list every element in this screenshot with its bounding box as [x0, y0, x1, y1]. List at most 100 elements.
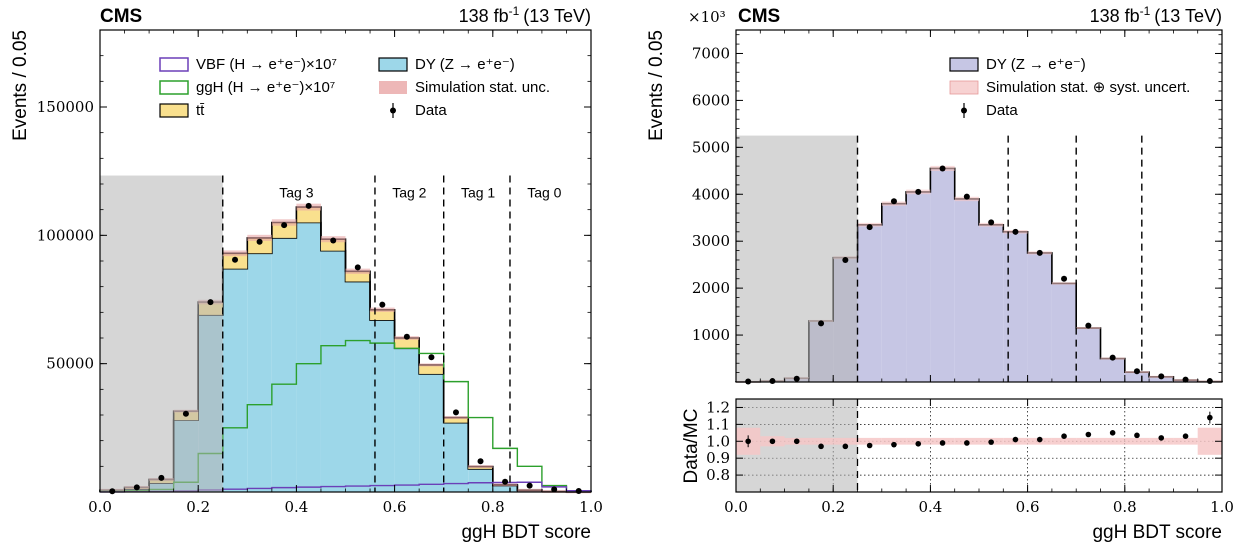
legend-label: Simulation stat. unc. [415, 79, 550, 96]
ratio-y-tick-label: 0.8 [706, 466, 730, 484]
ratio-point [988, 439, 994, 445]
legend-label: VBF (H → e⁺e⁻)×10⁷ [196, 56, 337, 73]
ratio-point [1134, 432, 1140, 439]
data-point [477, 458, 484, 465]
ratio-point [745, 438, 751, 445]
ratio-point [769, 438, 776, 445]
data-point [452, 409, 459, 416]
uncertainty-band [517, 488, 542, 492]
data-point [890, 198, 897, 205]
data-point [354, 264, 361, 271]
ratio-point [1109, 430, 1116, 436]
data-point [232, 256, 239, 263]
stack-bar-0 [930, 168, 955, 382]
y-tick-label: 150000 [37, 98, 94, 116]
stack-bar-0 [468, 468, 493, 492]
ratio-point [891, 441, 897, 448]
ratio-uncertainty-band [1173, 437, 1198, 445]
stack-bar-0 [1076, 328, 1101, 382]
stack-bar-0 [345, 281, 371, 492]
excluded-region [736, 135, 858, 382]
ratio-uncertainty-band [1149, 437, 1174, 445]
x-tick-label: 1.0 [579, 498, 603, 516]
stack-bar-1 [296, 207, 321, 223]
ratio-point [915, 441, 922, 447]
y-tick-label: 7000 [692, 44, 730, 62]
stack-bar-0 [1124, 372, 1150, 382]
uncertainty-band [222, 250, 248, 257]
stack-bar-0 [979, 224, 1004, 382]
legend-band-swatch [379, 81, 407, 94]
stack-bar-1 [394, 338, 420, 349]
stack-bar-0 [271, 237, 297, 492]
y-tick-label: 50000 [46, 355, 94, 373]
data-point [1133, 368, 1140, 375]
uncertainty-band [492, 483, 518, 487]
legend-label: tt̄ [196, 102, 205, 119]
ratio-uncertainty-band [1076, 437, 1101, 445]
data-point [842, 256, 849, 263]
ratio-uncertainty-band [833, 437, 858, 445]
stack-bar-0 [1051, 283, 1077, 382]
legend-band-swatch [949, 80, 979, 95]
data-point [158, 474, 165, 481]
y-tick-label: 100000 [37, 226, 94, 244]
data-point [256, 238, 263, 245]
stack-bar-0 [1003, 231, 1028, 382]
ratio-y-tick-label: 1.0 [706, 432, 730, 450]
ratio-point [1182, 433, 1189, 440]
stack-bar-0 [1100, 358, 1125, 382]
ratio-uncertainty-band [1100, 437, 1125, 445]
ratio-uncertainty-band [881, 437, 907, 445]
data-point [1085, 322, 1092, 329]
right-cms-label: CMS [738, 6, 780, 27]
data-point [330, 237, 337, 244]
stack-bar-1 [370, 309, 395, 321]
data-point [988, 219, 995, 226]
right-ratio-plot-area [736, 399, 1222, 492]
tag-label: Tag 0 [527, 184, 561, 200]
left-legend: VBF (H → e⁺e⁻)×10⁷ ggH (H → e⁺e⁻)×10⁷ tt̄ D… [159, 56, 550, 119]
ratio-point [818, 443, 824, 450]
ratio-x-tick-label: 0.6 [1016, 498, 1040, 516]
stack-bar-0 [1149, 376, 1174, 382]
data-point [769, 378, 776, 385]
ratio-x-tick-label: 0.2 [821, 498, 845, 516]
y-tick-label: 3000 [692, 232, 730, 250]
data-point [1036, 249, 1043, 256]
stack-bar-0 [443, 422, 469, 492]
ratio-y-axis-label: Data/MC [681, 409, 702, 484]
data-point [915, 188, 922, 195]
ratio-point [866, 442, 873, 449]
data-point [502, 478, 509, 485]
stack-bar-0 [906, 191, 931, 382]
uncertainty-band [345, 268, 371, 274]
uncertainty-band [1051, 282, 1077, 285]
right-scale-label: ×10³ [688, 8, 726, 26]
ratio-uncertainty-band [857, 437, 882, 445]
stack-bar-1 [271, 222, 297, 238]
legend-box-swatch [949, 57, 979, 72]
data-point [133, 484, 140, 491]
x-tick-label: 0.2 [186, 498, 210, 516]
data-point [428, 354, 435, 361]
legend-line-swatch [159, 80, 189, 95]
data-point [1109, 354, 1116, 361]
legend-line-swatch [159, 57, 189, 72]
x-tick-label: 0.8 [481, 498, 505, 516]
right-main-plot-area [735, 135, 1223, 385]
left-cms-label: CMS [100, 6, 142, 27]
data-point [281, 222, 288, 229]
legend-label: Data [986, 102, 1018, 119]
right-x-axis-label: ggH BDT score [1092, 522, 1222, 543]
legend-label: DY (Z → e⁺e⁻) [986, 56, 1086, 73]
y-tick-label: 2000 [692, 279, 730, 297]
ratio-x-tick-label: 0.4 [918, 498, 942, 516]
right-lumi-label: 138 fb-1 (13 TeV) [1090, 4, 1222, 26]
ratio-point [1085, 431, 1092, 438]
left-axes: 0.0 0.2 0.4 0.6 0.8 1.0 50000 100000 150000 [37, 30, 603, 516]
y-tick-label: 1000 [692, 326, 730, 344]
uncertainty-band [443, 416, 469, 419]
data-point [1158, 373, 1165, 380]
